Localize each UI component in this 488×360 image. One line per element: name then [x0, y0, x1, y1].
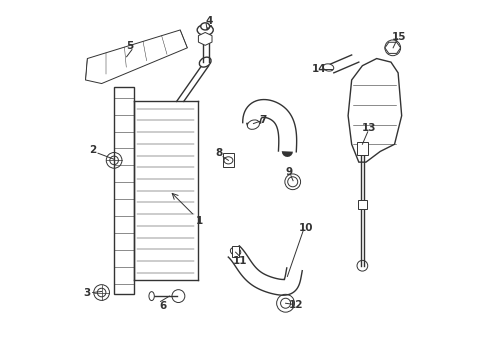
Text: 13: 13: [361, 123, 375, 133]
Ellipse shape: [197, 24, 213, 35]
Text: 3: 3: [83, 288, 91, 298]
Ellipse shape: [247, 120, 259, 129]
Ellipse shape: [323, 64, 333, 71]
Polygon shape: [198, 32, 212, 45]
Ellipse shape: [230, 247, 240, 256]
Ellipse shape: [199, 57, 211, 67]
Bar: [356, 143, 367, 155]
Text: 12: 12: [288, 300, 303, 310]
Text: 11: 11: [232, 256, 247, 266]
Text: 15: 15: [391, 32, 406, 42]
Text: 14: 14: [311, 64, 325, 74]
Polygon shape: [228, 246, 302, 295]
Bar: [114, 87, 134, 294]
Ellipse shape: [224, 157, 232, 164]
Text: 5: 5: [125, 41, 133, 51]
Text: 7: 7: [259, 115, 266, 125]
Text: 1: 1: [196, 216, 203, 226]
Text: 9: 9: [285, 167, 292, 177]
Polygon shape: [242, 100, 296, 152]
Text: 10: 10: [298, 223, 312, 233]
Bar: [357, 200, 366, 208]
Text: 4: 4: [204, 16, 212, 26]
Ellipse shape: [149, 292, 154, 301]
Bar: [223, 153, 233, 167]
Text: 6: 6: [159, 301, 166, 311]
Polygon shape: [85, 30, 187, 84]
Bar: [231, 246, 239, 257]
Ellipse shape: [201, 23, 209, 30]
Text: 2: 2: [89, 145, 96, 156]
Polygon shape: [347, 59, 401, 162]
Ellipse shape: [200, 35, 210, 43]
Text: 8: 8: [215, 148, 223, 158]
Polygon shape: [384, 42, 400, 53]
